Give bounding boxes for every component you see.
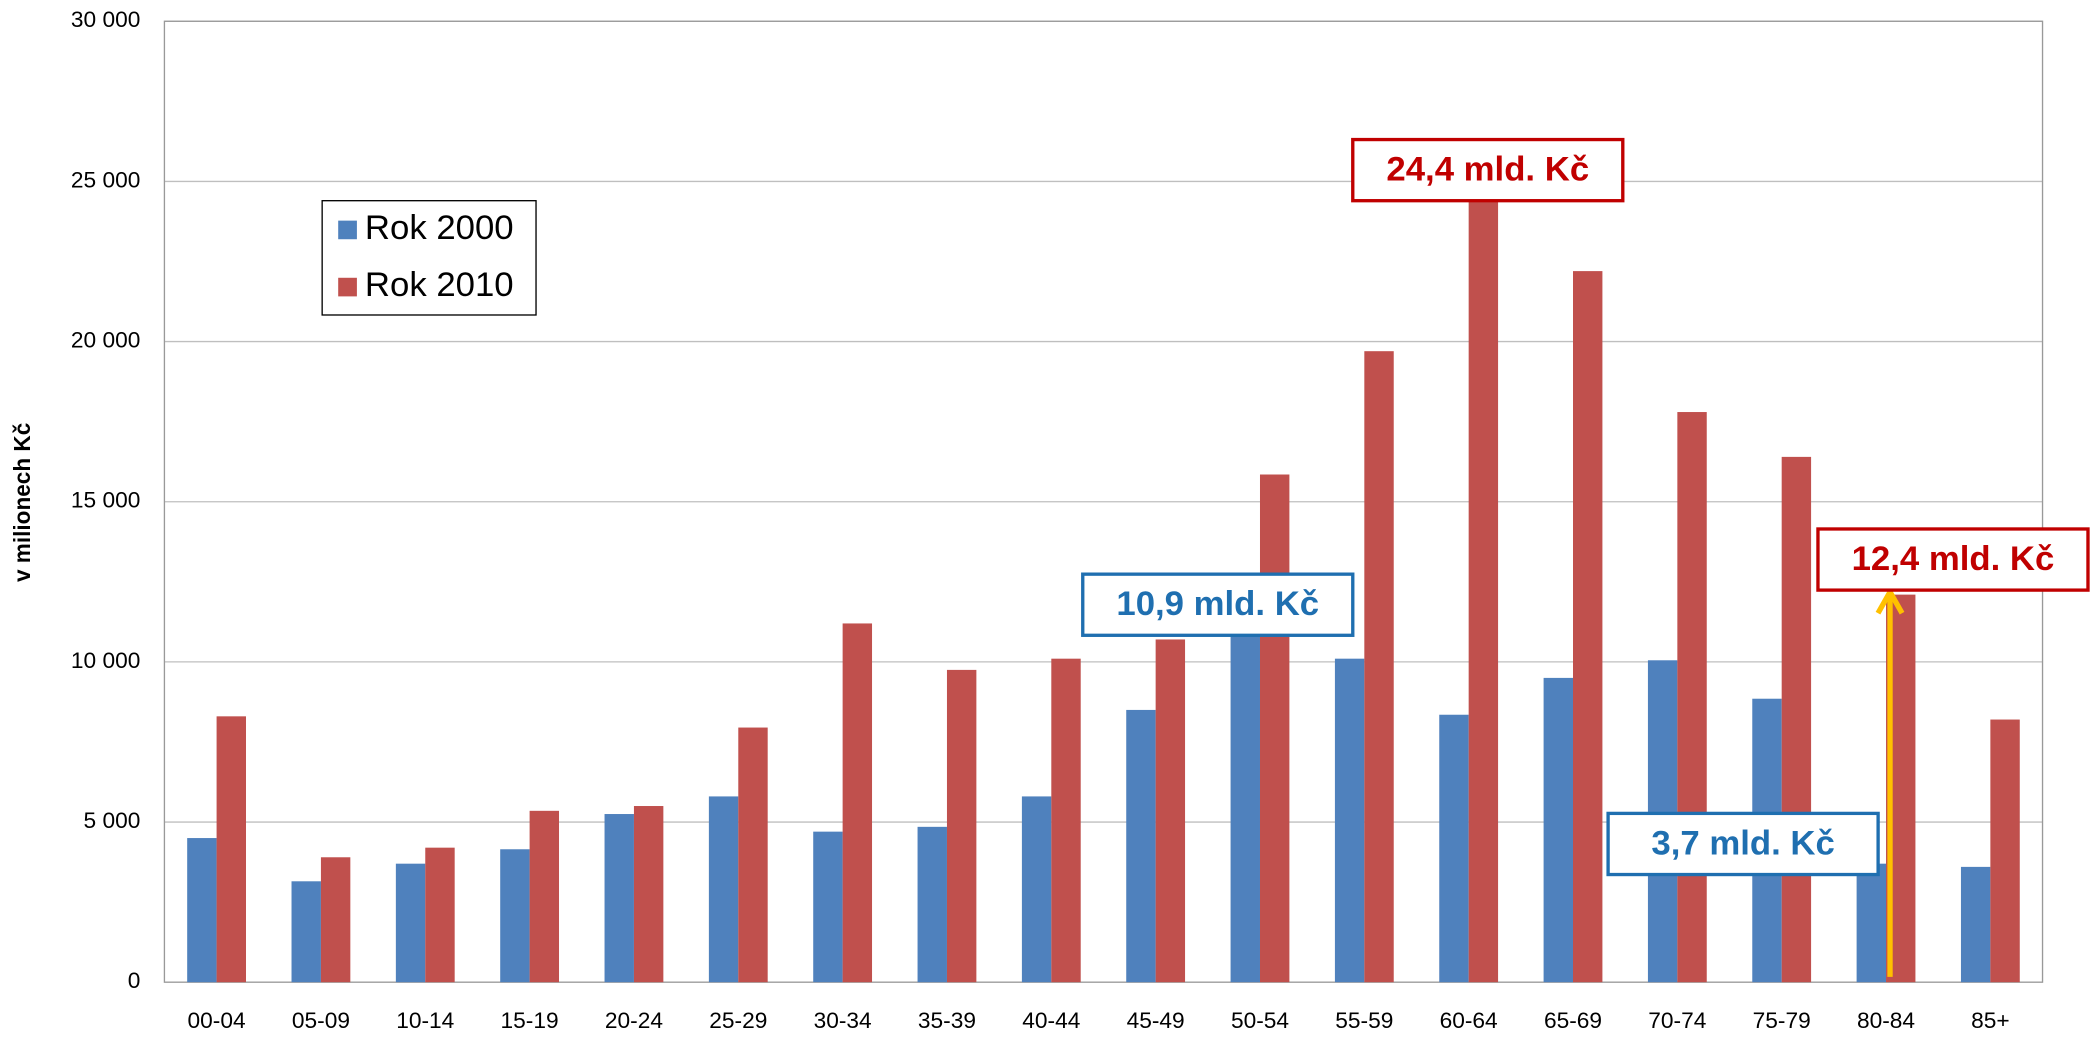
bar — [1155, 639, 1186, 983]
bar — [320, 857, 351, 983]
bar — [1021, 796, 1052, 983]
bar — [187, 838, 217, 983]
bar — [1677, 412, 1707, 983]
y-tick-label: 5 000 — [84, 807, 141, 833]
bar — [1856, 863, 1887, 983]
annotation-box — [1351, 137, 1625, 203]
x-tick-label: 75-79 — [1753, 1007, 1811, 1033]
bar — [842, 623, 873, 983]
x-tick-label: 10-14 — [396, 1007, 454, 1033]
bar — [1781, 456, 1812, 983]
x-tick-label: 65-69 — [1544, 1007, 1602, 1033]
bar — [425, 847, 455, 983]
bar — [1573, 271, 1603, 983]
bar — [917, 826, 947, 983]
bar — [1051, 658, 1081, 983]
bar — [291, 881, 321, 983]
bar — [1334, 658, 1365, 983]
x-tick-label: 85+ — [1971, 1007, 2010, 1033]
bar — [1468, 200, 1499, 983]
annotation-box — [1816, 527, 2090, 592]
y-tick-label: 15 000 — [71, 487, 140, 513]
legend-label: Rok 2010 — [365, 266, 514, 304]
bar — [708, 796, 739, 983]
x-tick-label: 30-34 — [814, 1007, 872, 1033]
x-tick-label: 80-84 — [1857, 1007, 1915, 1033]
x-tick-label: 55-59 — [1335, 1007, 1393, 1033]
x-tick-label: 20-24 — [605, 1007, 663, 1033]
plot-border — [163, 20, 2044, 983]
bar — [1960, 866, 1991, 983]
bar — [604, 814, 634, 983]
annotation-text: 3,7 mld. Kč — [1651, 825, 1834, 863]
y-tick-label: 0 — [128, 967, 141, 993]
legend-label: Rok 2000 — [365, 209, 514, 247]
bar — [395, 863, 426, 983]
x-tick-label: 70-74 — [1648, 1007, 1706, 1033]
bar — [500, 849, 530, 983]
bar — [813, 831, 843, 983]
y-axis-label: v milionech Kč — [9, 423, 35, 582]
bar — [1439, 714, 1469, 983]
x-tick-label: 05-09 — [292, 1007, 350, 1033]
bar — [216, 716, 246, 983]
annotation-box — [1606, 811, 1880, 877]
bar — [1364, 351, 1394, 983]
bar — [1230, 633, 1260, 983]
x-tick-label: 15-19 — [501, 1007, 559, 1033]
annotation-text: 24,4 mld. Kč — [1386, 151, 1589, 189]
y-tick-label: 25 000 — [71, 166, 140, 192]
bar — [529, 810, 560, 983]
arrow-head — [1875, 586, 1905, 615]
y-tick-label: 10 000 — [71, 647, 140, 673]
x-tick-label: 50-54 — [1231, 1007, 1289, 1033]
legend-swatch — [338, 220, 357, 240]
y-tick-label: 30 000 — [71, 6, 140, 32]
bar — [633, 806, 664, 983]
bar — [1126, 709, 1156, 983]
bar — [738, 727, 768, 983]
bar — [946, 669, 977, 983]
x-tick-label: 00-04 — [188, 1007, 246, 1033]
x-tick-label: 35-39 — [918, 1007, 976, 1033]
legend-box — [321, 200, 537, 316]
bar — [1543, 677, 1574, 983]
annotation-text: 12,4 mld. Kč — [1852, 540, 2055, 578]
legend-swatch — [338, 277, 357, 297]
y-tick-label: 20 000 — [71, 327, 140, 353]
bar — [1990, 719, 2020, 983]
x-tick-label: 25-29 — [709, 1007, 767, 1033]
bar — [1259, 474, 1290, 983]
annotation-text: 10,9 mld. Kč — [1116, 585, 1319, 623]
x-tick-label: 45-49 — [1127, 1007, 1185, 1033]
x-tick-label: 40-44 — [1022, 1007, 1080, 1033]
annotation-box — [1081, 572, 1355, 637]
x-tick-label: 60-64 — [1440, 1007, 1498, 1033]
